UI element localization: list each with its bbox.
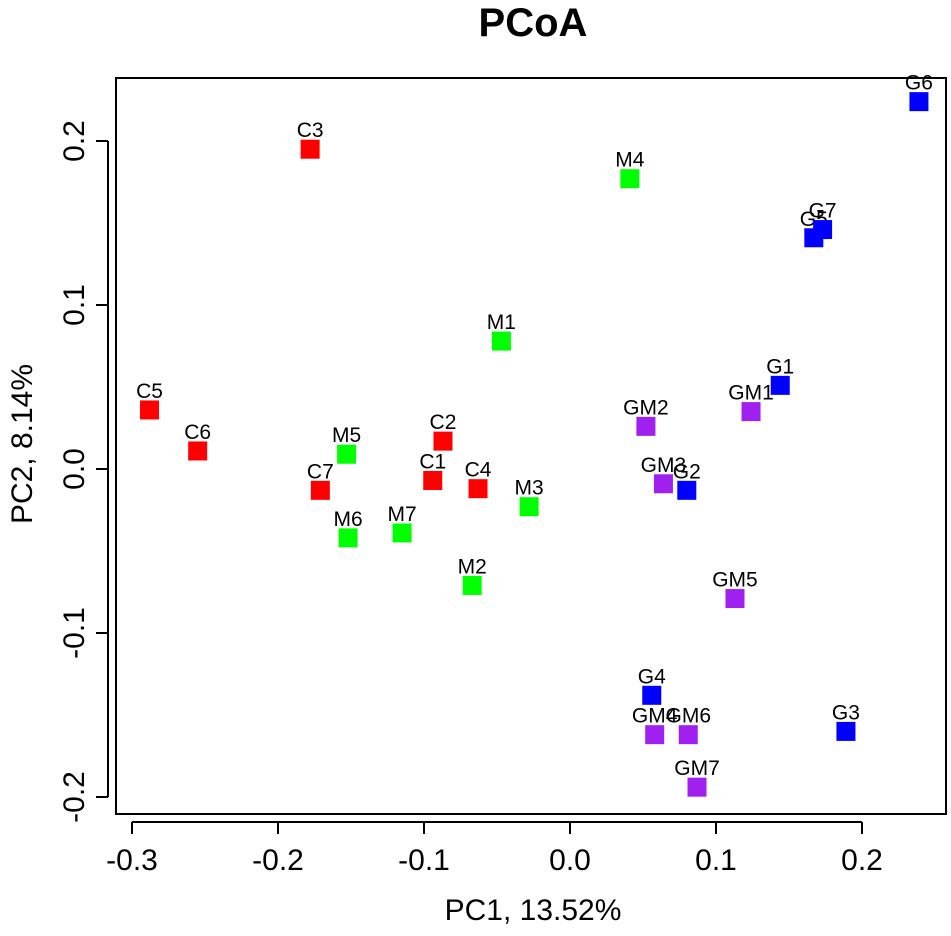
- point-label-c1: C1: [419, 450, 446, 473]
- point-label-g3: G3: [832, 701, 860, 724]
- point-g7: [813, 220, 833, 240]
- point-gm1: [741, 402, 761, 422]
- point-label-gm4: GM4: [632, 705, 678, 728]
- point-label-m7: M7: [388, 503, 417, 526]
- point-g4: [642, 685, 662, 705]
- y-axis: -0.2 -0.1 0.0 0.1 0.2: [58, 120, 109, 823]
- point-label-g2: G2: [673, 460, 701, 483]
- point-label-c2: C2: [430, 411, 457, 434]
- point-g1: [770, 375, 790, 395]
- point-label-m4: M4: [615, 149, 644, 172]
- point-gm3: [653, 474, 673, 494]
- point-label-gm1: GM1: [728, 382, 774, 405]
- point-c2: [433, 431, 453, 451]
- point-label-m5: M5: [332, 424, 361, 447]
- point-gm4: [645, 725, 665, 745]
- point-label-c5: C5: [136, 380, 163, 403]
- point-m3: [519, 497, 539, 517]
- point-m7: [392, 523, 412, 543]
- point-label-m1: M1: [487, 311, 516, 334]
- series-gm: GM1 GM2 GM3 GM4 GM5 GM6 GM7: [623, 382, 774, 797]
- x-axis-title: PC1, 13.52%: [445, 894, 622, 927]
- point-gm2: [636, 416, 656, 436]
- y-axis-title: PC2, 8.14%: [6, 364, 39, 524]
- y-tick-label: -0.1: [58, 607, 91, 659]
- y-tick-label: 0.0: [58, 448, 91, 490]
- point-label-g6: G6: [905, 72, 933, 95]
- chart-title: PCoA: [479, 1, 588, 45]
- point-label-c3: C3: [297, 119, 324, 142]
- x-tick-label: -0.3: [106, 844, 158, 877]
- x-tick-label: -0.1: [398, 844, 450, 877]
- point-label-gm3: GM3: [641, 454, 687, 477]
- point-label-gm5: GM5: [712, 569, 758, 592]
- x-tick-label: 0.2: [841, 844, 883, 877]
- series-m: M1 M2 M3 M4 M5 M6 M7: [332, 149, 645, 595]
- point-label-m3: M3: [515, 477, 544, 500]
- point-label-g7: G7: [809, 200, 837, 223]
- point-gm7: [687, 777, 707, 797]
- point-m1: [491, 331, 511, 351]
- point-label-m2: M2: [458, 555, 487, 578]
- point-c6: [188, 441, 208, 461]
- point-g2: [677, 480, 697, 500]
- x-axis: -0.3 -0.2 -0.1 0.0 0.1 0.2: [106, 821, 883, 877]
- x-tick-label: 0.1: [695, 844, 737, 877]
- y-tick-label: 0.1: [58, 284, 91, 326]
- point-c7: [310, 480, 330, 500]
- point-g6: [909, 92, 929, 112]
- point-label-c6: C6: [184, 421, 211, 444]
- series-c: C1 C2 C3 C4 C5 C6 C7: [136, 119, 492, 500]
- point-label-gm6: GM6: [666, 705, 712, 728]
- y-tick-label: -0.2: [58, 771, 91, 823]
- point-c5: [140, 400, 160, 420]
- point-label-c7: C7: [307, 460, 334, 483]
- point-c4: [468, 479, 488, 499]
- point-g3: [836, 721, 856, 741]
- point-label-gm2: GM2: [623, 396, 669, 419]
- point-m5: [337, 444, 357, 464]
- x-tick-label: -0.2: [252, 844, 304, 877]
- point-label-g1: G1: [766, 355, 794, 378]
- point-gm5: [725, 589, 745, 609]
- point-label-gm7: GM7: [674, 757, 720, 780]
- point-c3: [300, 139, 320, 159]
- point-label-c4: C4: [465, 459, 492, 482]
- point-gm6: [678, 725, 698, 745]
- point-m4: [620, 169, 640, 189]
- point-label-m6: M6: [333, 508, 362, 531]
- point-m2: [462, 575, 482, 595]
- plot-frame: [115, 77, 947, 815]
- point-c1: [423, 470, 443, 490]
- point-m6: [338, 528, 358, 548]
- y-tick-label: 0.2: [58, 120, 91, 162]
- point-label-g4: G4: [638, 665, 666, 688]
- x-tick-label: 0.0: [549, 844, 591, 877]
